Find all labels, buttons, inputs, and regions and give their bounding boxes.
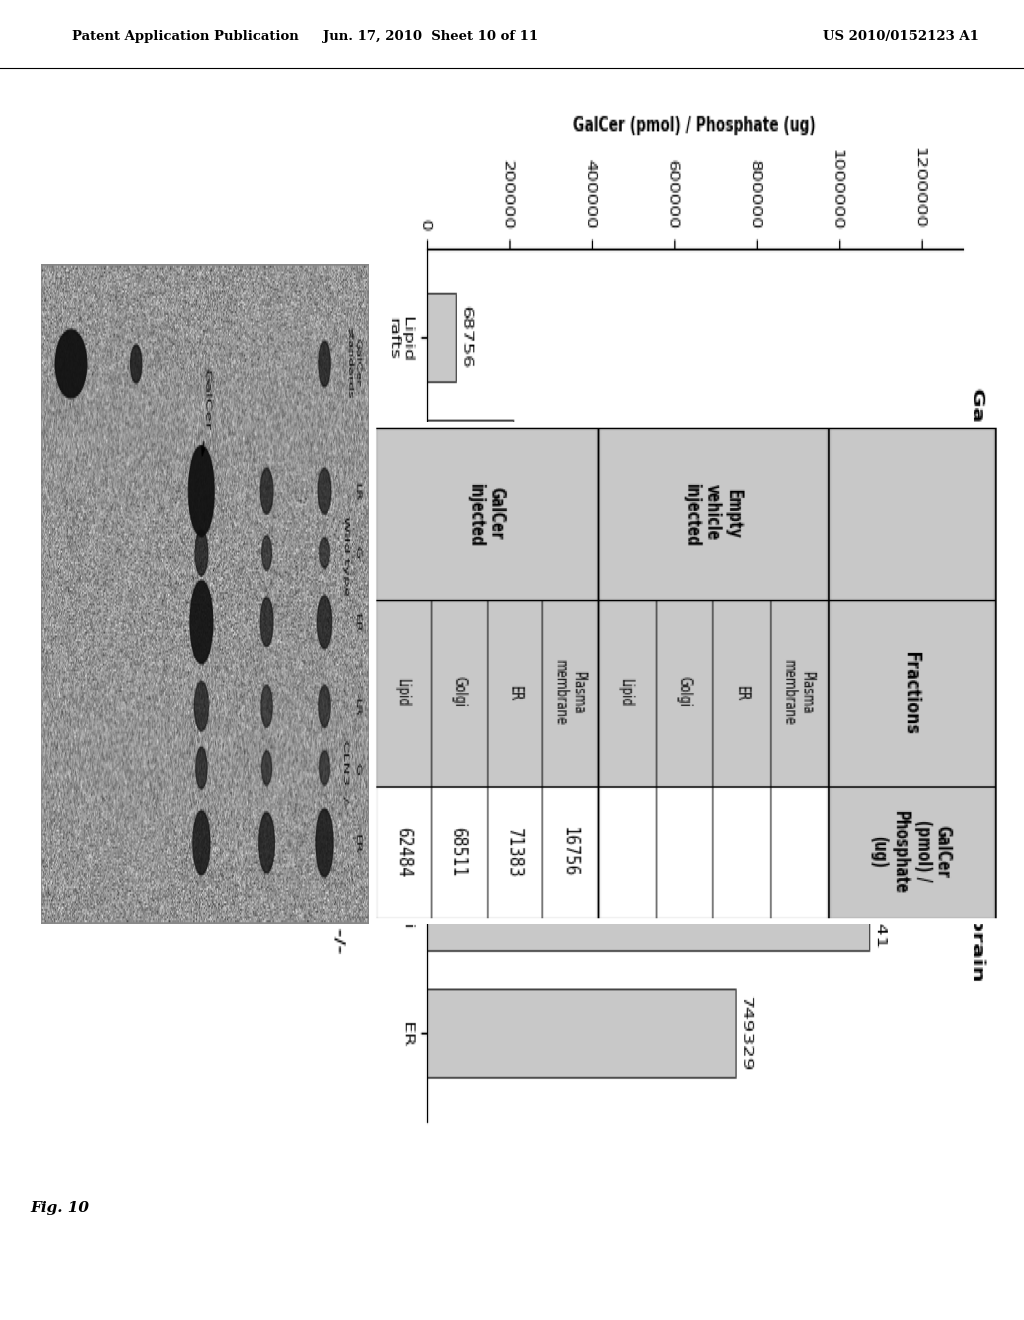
FancyBboxPatch shape [317,92,1004,1148]
Text: Patent Application Publication: Patent Application Publication [72,30,298,44]
Text: Jun. 17, 2010  Sheet 10 of 11: Jun. 17, 2010 Sheet 10 of 11 [323,30,538,44]
Text: US 2010/0152123 A1: US 2010/0152123 A1 [823,30,979,44]
Text: Fig. 10: Fig. 10 [31,1201,90,1214]
